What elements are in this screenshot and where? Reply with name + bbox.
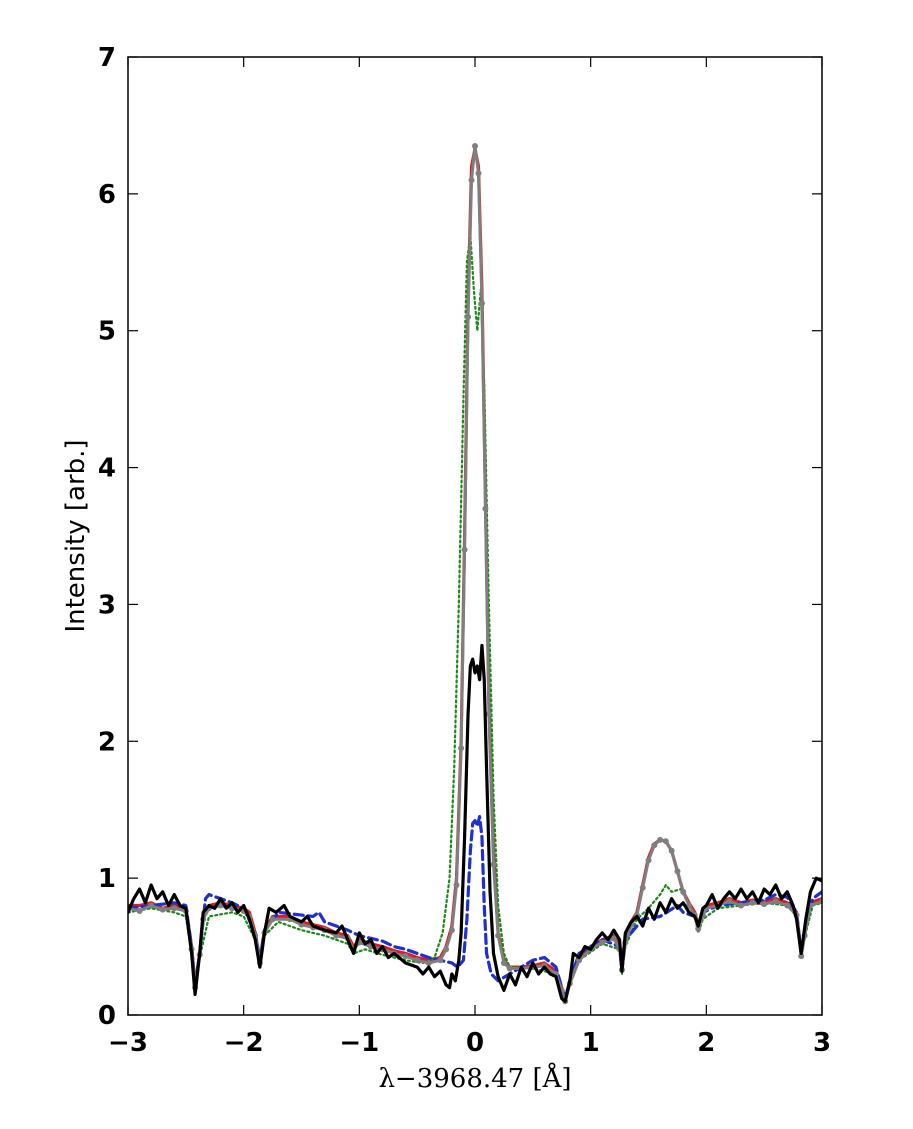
series-3-point-32 <box>425 959 432 966</box>
series-3-point-1 <box>136 907 143 914</box>
series-3-point-72 <box>674 868 681 875</box>
series-3-point-82 <box>749 899 756 906</box>
series-3-point-69 <box>657 836 664 843</box>
series-3-point-46 <box>490 861 497 868</box>
series-3-point-57 <box>576 957 583 964</box>
series-3-point-43 <box>478 300 485 307</box>
series-3-point-73 <box>680 888 687 895</box>
x-tick-label-2: −1 <box>339 1028 379 1058</box>
x-tick-label-4: 1 <box>582 1028 600 1058</box>
series-3-point-39 <box>465 314 472 321</box>
y-tick-label-7: 7 <box>98 43 116 73</box>
series-3-point-84 <box>772 898 779 905</box>
series-3-point-68 <box>651 842 658 849</box>
series-3-point-37 <box>458 745 465 752</box>
y-tick-label-1: 1 <box>98 864 116 894</box>
y-tick-labels: 0 1 2 3 4 5 6 7 <box>98 43 116 1031</box>
series-3-point-41 <box>472 142 478 149</box>
series-3-point-60 <box>610 935 617 942</box>
series-3-point-4 <box>171 905 178 912</box>
y-tick-label-3: 3 <box>98 590 116 620</box>
series-3-point-40 <box>468 177 475 184</box>
series-3-point-35 <box>448 927 455 934</box>
series-3-point-18 <box>269 916 276 923</box>
series-3-point-66 <box>639 884 646 891</box>
series-3-point-31 <box>414 957 421 964</box>
series-3-point-48 <box>500 959 507 966</box>
series-3-point-3 <box>159 906 166 913</box>
x-tick-label-5: 2 <box>697 1028 715 1058</box>
x-tick-label-0: −3 <box>108 1028 148 1058</box>
series-3-point-67 <box>645 857 652 864</box>
x-tick-label-3: 0 <box>466 1028 484 1058</box>
x-tick-label-1: −2 <box>224 1028 264 1058</box>
series-3-point-81 <box>738 902 745 909</box>
series-3-point-47 <box>495 932 502 939</box>
series-3-point-70 <box>662 838 669 845</box>
series-3-point-76 <box>695 925 702 932</box>
series-3-point-44 <box>482 505 489 512</box>
series-line-4 <box>128 643 822 1003</box>
series-3-point-85 <box>784 902 791 909</box>
x-tick-labels: −3 −2 −1 0 1 2 3 <box>108 1028 831 1058</box>
series-3-point-87 <box>798 953 805 960</box>
series-3-point-34 <box>443 946 450 953</box>
y-tick-label-4: 4 <box>98 454 116 484</box>
x-axis-label: λ−3968.47 [Å] <box>378 1062 571 1094</box>
y-tick-label-5: 5 <box>98 317 116 347</box>
series-3-point-2 <box>148 902 155 909</box>
series-3-point-20 <box>298 921 305 928</box>
series-3-point-42 <box>475 170 482 177</box>
series-3-point-36 <box>453 881 460 888</box>
series-layer <box>128 142 822 1005</box>
y-tick-label-0: 0 <box>98 1001 116 1031</box>
y-axis-label: Intensity [arb.] <box>61 439 91 632</box>
series-3-point-33 <box>437 957 444 964</box>
series-3-point-45 <box>485 710 492 717</box>
x-tick-label-6: 3 <box>813 1028 831 1058</box>
plot-frame <box>127 56 823 1016</box>
series-3-point-59 <box>599 939 606 946</box>
y-tick-label-2: 2 <box>98 727 116 757</box>
y-tick-label-6: 6 <box>98 180 116 210</box>
series-3-point-49 <box>506 965 513 972</box>
series-3-point-80 <box>726 898 733 905</box>
series-3-point-71 <box>668 847 675 854</box>
series-3-point-30 <box>402 953 409 960</box>
series-3-point-83 <box>761 901 768 908</box>
series-3-point-38 <box>461 546 468 553</box>
